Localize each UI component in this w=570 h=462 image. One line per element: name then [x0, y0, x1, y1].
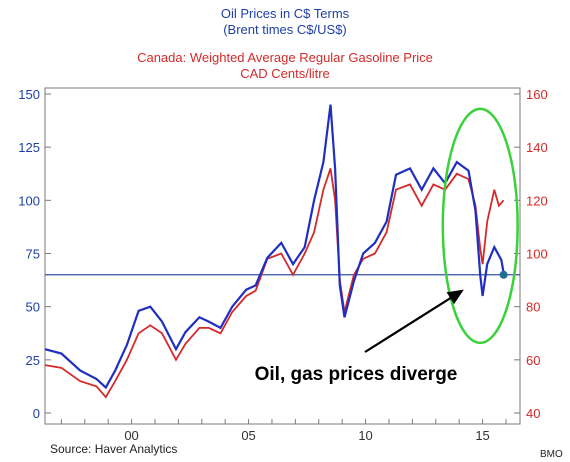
- right-tick-label: 40: [526, 406, 540, 421]
- left-axis: 0 25 50 75 100 125 150: [18, 87, 51, 421]
- right-tick-label: 60: [526, 353, 540, 368]
- x-tick-label: 10: [358, 428, 372, 443]
- x-tick-label: 00: [124, 428, 138, 443]
- x-tick-label: 15: [475, 428, 489, 443]
- chart-title-line-2: (Brent times C$/US$): [223, 22, 347, 37]
- right-tick-label: 100: [526, 247, 548, 262]
- left-tick-label: 75: [26, 247, 40, 262]
- left-tick-label: 25: [26, 353, 40, 368]
- left-tick-label: 150: [18, 87, 40, 102]
- annotation-arrow-head: [446, 289, 464, 305]
- right-axis: 40 60 80 100 120 140 160: [514, 87, 548, 421]
- annotation-text: Oil, gas prices diverge: [255, 364, 458, 385]
- left-tick-label: 125: [18, 140, 40, 155]
- series-gasoline-price: [44, 168, 505, 399]
- chart-subtitle-line-1: Canada: Weighted Average Regular Gasolin…: [137, 50, 433, 65]
- x-tick-label: 05: [241, 428, 255, 443]
- plot-frame: [44, 87, 521, 425]
- highlight-ellipse: [441, 107, 519, 345]
- oil-price-end-point: [499, 270, 508, 279]
- right-tick-label: 140: [526, 140, 548, 155]
- right-tick-label: 80: [526, 300, 540, 315]
- right-tick-label: 120: [526, 193, 548, 208]
- right-tick-label: 160: [526, 87, 548, 102]
- series-oil-price: [44, 104, 505, 390]
- credit-label: BMO: [540, 449, 563, 460]
- chart-title-line-1: Oil Prices in C$ Terms: [221, 6, 350, 21]
- left-tick-label: 0: [33, 406, 40, 421]
- left-tick-label: 50: [26, 300, 40, 315]
- source-note: Source: Haver Analytics: [50, 442, 177, 456]
- annotation-arrow: [364, 297, 451, 353]
- x-axis: 00 05 10 15: [60, 419, 507, 443]
- chart-subtitle-line-2: CAD Cents/litre: [240, 66, 330, 81]
- left-tick-label: 100: [18, 193, 40, 208]
